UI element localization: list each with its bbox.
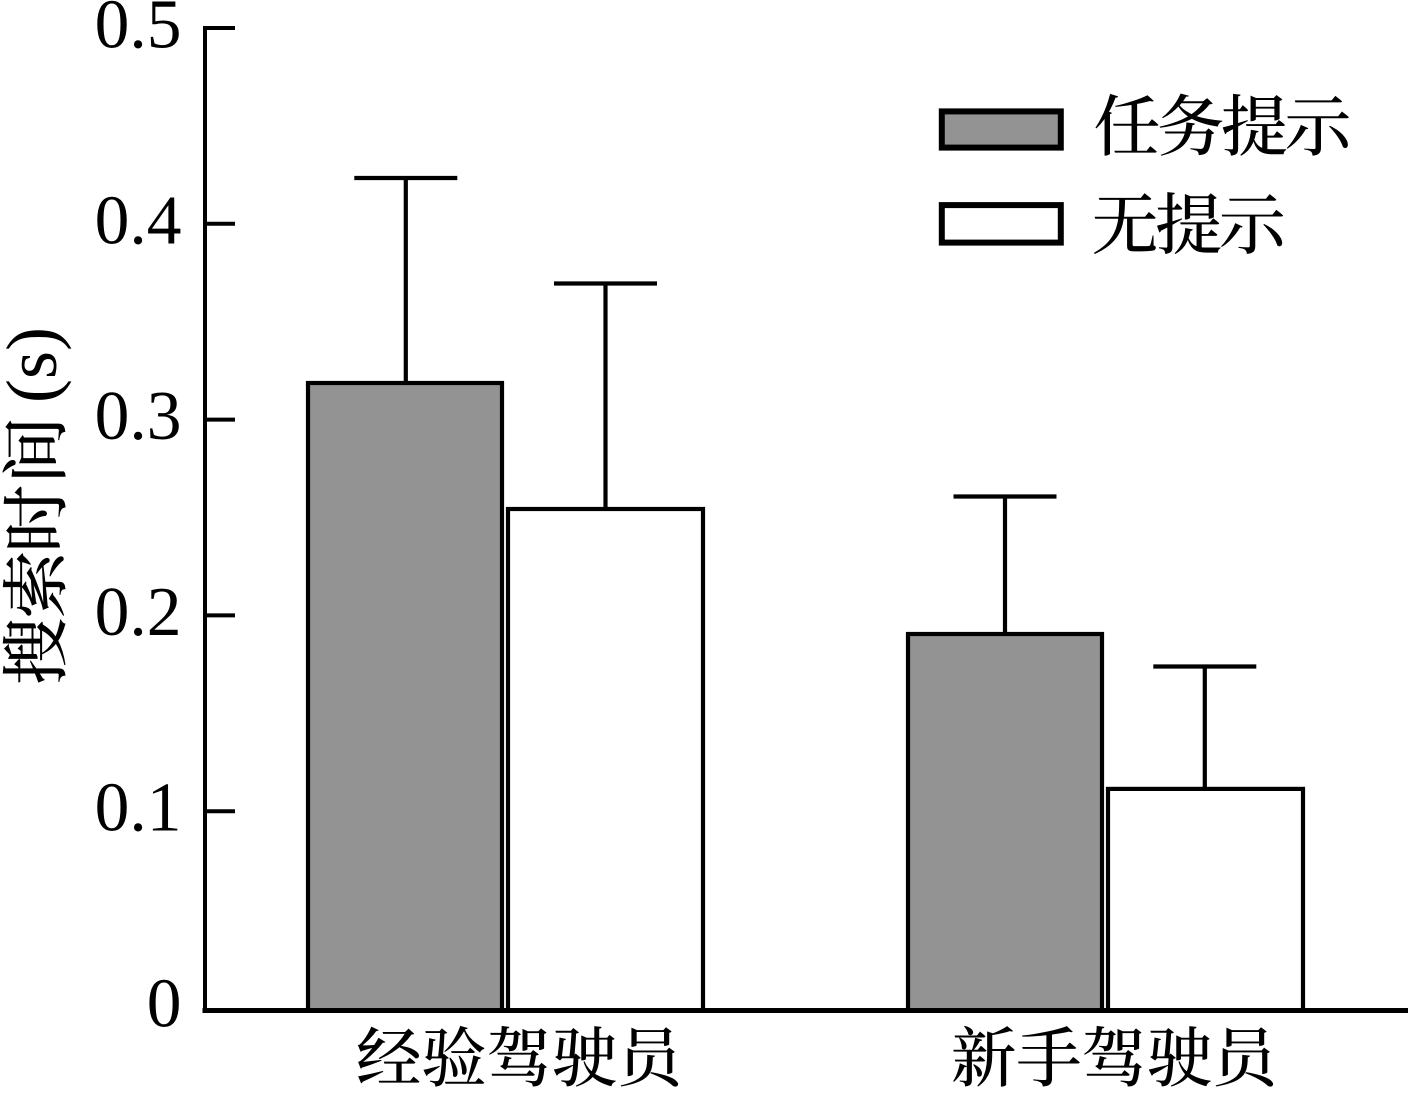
svg-text:0: 0 (147, 966, 182, 1043)
svg-text:0.3: 0.3 (95, 378, 182, 455)
svg-text:0.1: 0.1 (95, 770, 182, 847)
svg-text:0.5: 0.5 (95, 0, 182, 64)
svg-text:0.2: 0.2 (95, 574, 182, 651)
svg-text:0.4: 0.4 (95, 182, 182, 259)
svg-text:(s): (s) (0, 327, 72, 403)
